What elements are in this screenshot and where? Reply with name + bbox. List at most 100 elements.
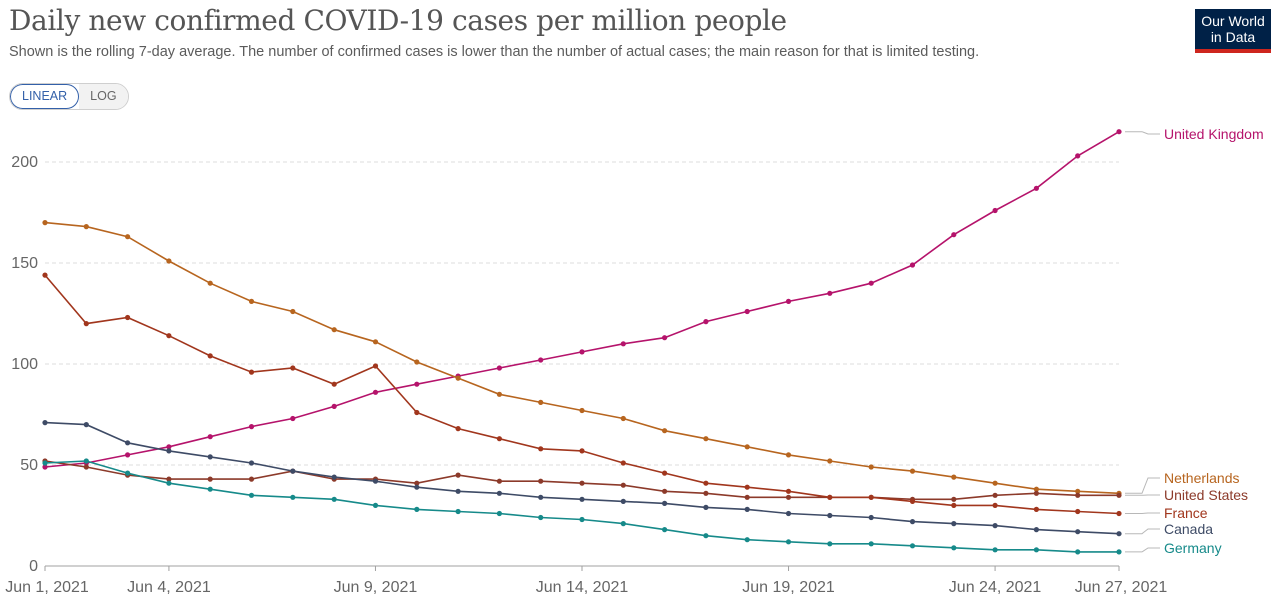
logo-line-2: in Data: [1210, 29, 1256, 45]
label-connector: [1125, 131, 1160, 135]
series-label[interactable]: United States: [1164, 487, 1248, 503]
data-point: [992, 523, 998, 529]
series-label[interactable]: United Kingdom: [1164, 126, 1264, 142]
data-point: [992, 492, 998, 498]
data-point: [579, 480, 585, 486]
data-point: [703, 319, 709, 325]
data-point: [372, 502, 379, 508]
data-point: [785, 539, 792, 545]
chart-subtitle: Shown is the rolling 7-day average. The …: [9, 44, 980, 60]
linear-scale-button[interactable]: LINEAR: [10, 84, 80, 109]
data-point: [744, 308, 750, 315]
series-france[interactable]: [42, 272, 1122, 517]
data-point: [620, 415, 626, 422]
data-point: [992, 480, 998, 486]
data-point: [951, 232, 957, 238]
data-point: [1075, 153, 1081, 159]
data-point: [1116, 492, 1122, 498]
data-point: [579, 349, 585, 355]
data-point: [1116, 549, 1122, 555]
data-point: [125, 452, 131, 458]
data-point: [1033, 490, 1039, 496]
data-point: [372, 363, 379, 369]
x-tick-label: Jun 1, 2021: [5, 579, 89, 596]
data-point: [125, 470, 131, 476]
series-line: [44, 460, 1119, 553]
data-point: [744, 444, 750, 450]
y-tick-label: 100: [11, 356, 38, 373]
data-point: [455, 472, 461, 478]
data-point: [1075, 492, 1081, 498]
data-point: [703, 504, 709, 510]
data-point: [538, 514, 544, 521]
series-netherlands[interactable]: [42, 220, 1122, 496]
data-point: [42, 460, 48, 466]
series-label[interactable]: Germany: [1164, 540, 1222, 556]
data-point: [620, 498, 626, 504]
data-point: [662, 488, 668, 494]
data-point: [1075, 529, 1081, 535]
data-point: [248, 424, 255, 430]
data-point: [992, 207, 998, 214]
data-point: [744, 537, 750, 543]
data-point: [744, 494, 750, 500]
data-point: [166, 444, 172, 450]
data-point: [579, 407, 585, 414]
data-point: [207, 476, 213, 482]
data-point: [1033, 486, 1039, 492]
data-point: [166, 333, 172, 339]
data-point: [1075, 488, 1081, 494]
series-label[interactable]: Netherlands: [1164, 470, 1240, 486]
data-point: [827, 512, 833, 519]
data-point: [331, 496, 337, 502]
data-point: [909, 262, 916, 268]
series-united-kingdom[interactable]: [42, 129, 1122, 470]
label-connector: [1125, 547, 1160, 553]
series-label[interactable]: Canada: [1164, 521, 1213, 537]
data-point: [207, 434, 213, 440]
data-point: [620, 341, 626, 347]
data-point: [951, 474, 957, 480]
data-point: [248, 476, 255, 482]
data-point: [496, 436, 502, 442]
data-point: [868, 541, 874, 547]
series-canada[interactable]: [42, 420, 1122, 537]
data-point: [827, 541, 833, 547]
data-point: [290, 494, 296, 500]
y-tick-label: 150: [11, 255, 38, 272]
data-point: [331, 403, 337, 409]
data-point: [125, 234, 131, 240]
data-point: [290, 365, 296, 371]
data-point: [538, 399, 544, 405]
data-point: [868, 280, 874, 286]
series-germany[interactable]: [42, 458, 1122, 555]
data-point: [785, 510, 792, 517]
x-tick-label: Jun 19, 2021: [742, 579, 835, 596]
data-point: [290, 415, 296, 422]
data-point: [827, 290, 833, 296]
data-point: [785, 494, 792, 500]
data-point: [951, 502, 957, 508]
data-point: [414, 480, 420, 486]
data-point: [538, 357, 544, 363]
log-scale-button[interactable]: LOG: [79, 84, 128, 109]
data-point: [827, 458, 833, 464]
data-point: [455, 426, 461, 432]
data-point: [827, 494, 833, 500]
data-point: [207, 280, 213, 286]
data-point: [42, 272, 48, 278]
scale-toggle: LINEAR LOG: [9, 83, 129, 110]
owid-logo[interactable]: Our World in Data: [1195, 9, 1271, 53]
data-point: [703, 490, 709, 496]
data-point: [868, 514, 874, 521]
y-tick-label: 200: [11, 154, 38, 171]
data-point: [207, 454, 213, 460]
data-point: [207, 353, 213, 359]
data-point: [992, 547, 998, 553]
data-point: [785, 488, 792, 494]
series-united-states[interactable]: [42, 458, 1122, 502]
data-point: [579, 496, 585, 502]
data-point: [1033, 185, 1039, 191]
data-point: [703, 480, 709, 486]
series-label[interactable]: France: [1164, 505, 1208, 521]
